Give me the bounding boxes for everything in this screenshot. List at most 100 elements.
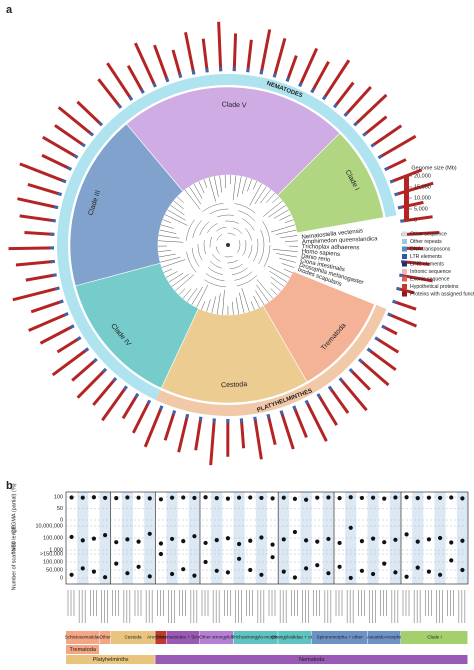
data-dot [449, 558, 453, 562]
tree-branch [279, 215, 291, 221]
data-dot [69, 535, 73, 539]
bar-base [397, 288, 401, 289]
y-tick-label: 50 [57, 506, 63, 512]
tree-branch [207, 299, 211, 311]
bar-base [395, 194, 399, 195]
bar-base [393, 301, 397, 302]
data-dot [248, 495, 252, 499]
legend-label: Other sequence [410, 231, 447, 237]
data-dot [427, 496, 431, 500]
data-dot [349, 526, 353, 530]
tree-branch [165, 215, 188, 226]
bar-base [382, 326, 386, 328]
bar-base [385, 168, 389, 170]
data-dot [293, 575, 297, 579]
tree-branch [199, 181, 204, 193]
data-dot [416, 566, 420, 570]
genome-bar [371, 126, 401, 147]
genome-bar [241, 418, 243, 448]
data-dot [92, 495, 96, 499]
bar-base [390, 181, 394, 182]
genome-bar [43, 137, 78, 157]
tree-branch [276, 230, 297, 234]
column-stripe [144, 492, 155, 584]
genome-bar [334, 83, 353, 108]
data-dot [81, 538, 85, 542]
data-dot [92, 536, 96, 540]
data-dot [382, 540, 386, 544]
legend-swatch [402, 284, 407, 289]
data-dot [371, 536, 375, 540]
bar-base [113, 378, 116, 381]
tree-branch [209, 178, 216, 202]
data-dot [181, 539, 185, 543]
data-dot [270, 542, 274, 546]
tree-branch [223, 290, 225, 315]
genome-bar [274, 38, 285, 77]
tree-branch [250, 184, 262, 206]
data-dot [81, 496, 85, 500]
tree-branch [220, 175, 222, 192]
bar-base [300, 83, 302, 87]
data-dot [326, 537, 330, 541]
y-tick-label: 100,000 [43, 535, 63, 541]
tree-branch [196, 285, 207, 307]
data-dot [371, 496, 375, 500]
bar-base [130, 97, 132, 100]
tree-branch [174, 201, 184, 209]
data-dot [270, 555, 274, 559]
legend-tick-label: 5,000 [414, 206, 428, 212]
genome-bar [173, 50, 181, 78]
legend-label: Hypothetical proteins [410, 284, 459, 290]
bar-base [281, 411, 282, 415]
genome-bar [57, 337, 80, 352]
tree-branch [160, 257, 180, 262]
bar-base [173, 411, 174, 415]
data-dot [393, 570, 397, 574]
genome-bar [287, 56, 296, 82]
tree-branch [269, 271, 287, 282]
bar-base [400, 221, 404, 222]
tree-branch [166, 271, 178, 277]
genome-bar [261, 29, 270, 74]
bar-base [268, 414, 269, 418]
genome-bar [368, 349, 396, 370]
bar-base [363, 133, 366, 136]
bar-base [312, 89, 314, 93]
bar-base [85, 349, 88, 351]
genome-bar [312, 62, 329, 93]
group-label: Other strongylids [199, 635, 234, 640]
data-dot [92, 570, 96, 574]
genome-bar [196, 417, 201, 450]
data-dot [293, 497, 297, 501]
bar-base [340, 378, 343, 381]
tree-branch [276, 253, 297, 257]
bar-base [74, 155, 77, 157]
tree-branch [268, 266, 290, 278]
bar-base [371, 144, 374, 146]
bar-base [77, 337, 80, 339]
bar-base [64, 314, 68, 316]
tree-branch [281, 235, 298, 237]
bar-base [99, 122, 102, 125]
tree-branch [172, 274, 189, 287]
phylum-label: Nematoda [299, 657, 325, 663]
data-dot [360, 539, 364, 543]
data-dot [181, 495, 185, 499]
row-title: Number of scaffolds [11, 541, 17, 590]
data-dot [259, 535, 263, 539]
data-dot [192, 574, 196, 578]
y-tick-label: 50,000 [46, 567, 63, 573]
data-dot [427, 537, 431, 541]
data-dot [315, 563, 319, 567]
genome-bar [55, 125, 85, 146]
bar-base [154, 83, 156, 87]
data-dot [69, 573, 73, 577]
data-dot [270, 496, 274, 500]
tree-branch [260, 190, 270, 203]
tree-branch [158, 241, 183, 243]
tree-branch [212, 297, 216, 314]
data-dot [192, 496, 196, 500]
tree-branch [279, 258, 295, 262]
